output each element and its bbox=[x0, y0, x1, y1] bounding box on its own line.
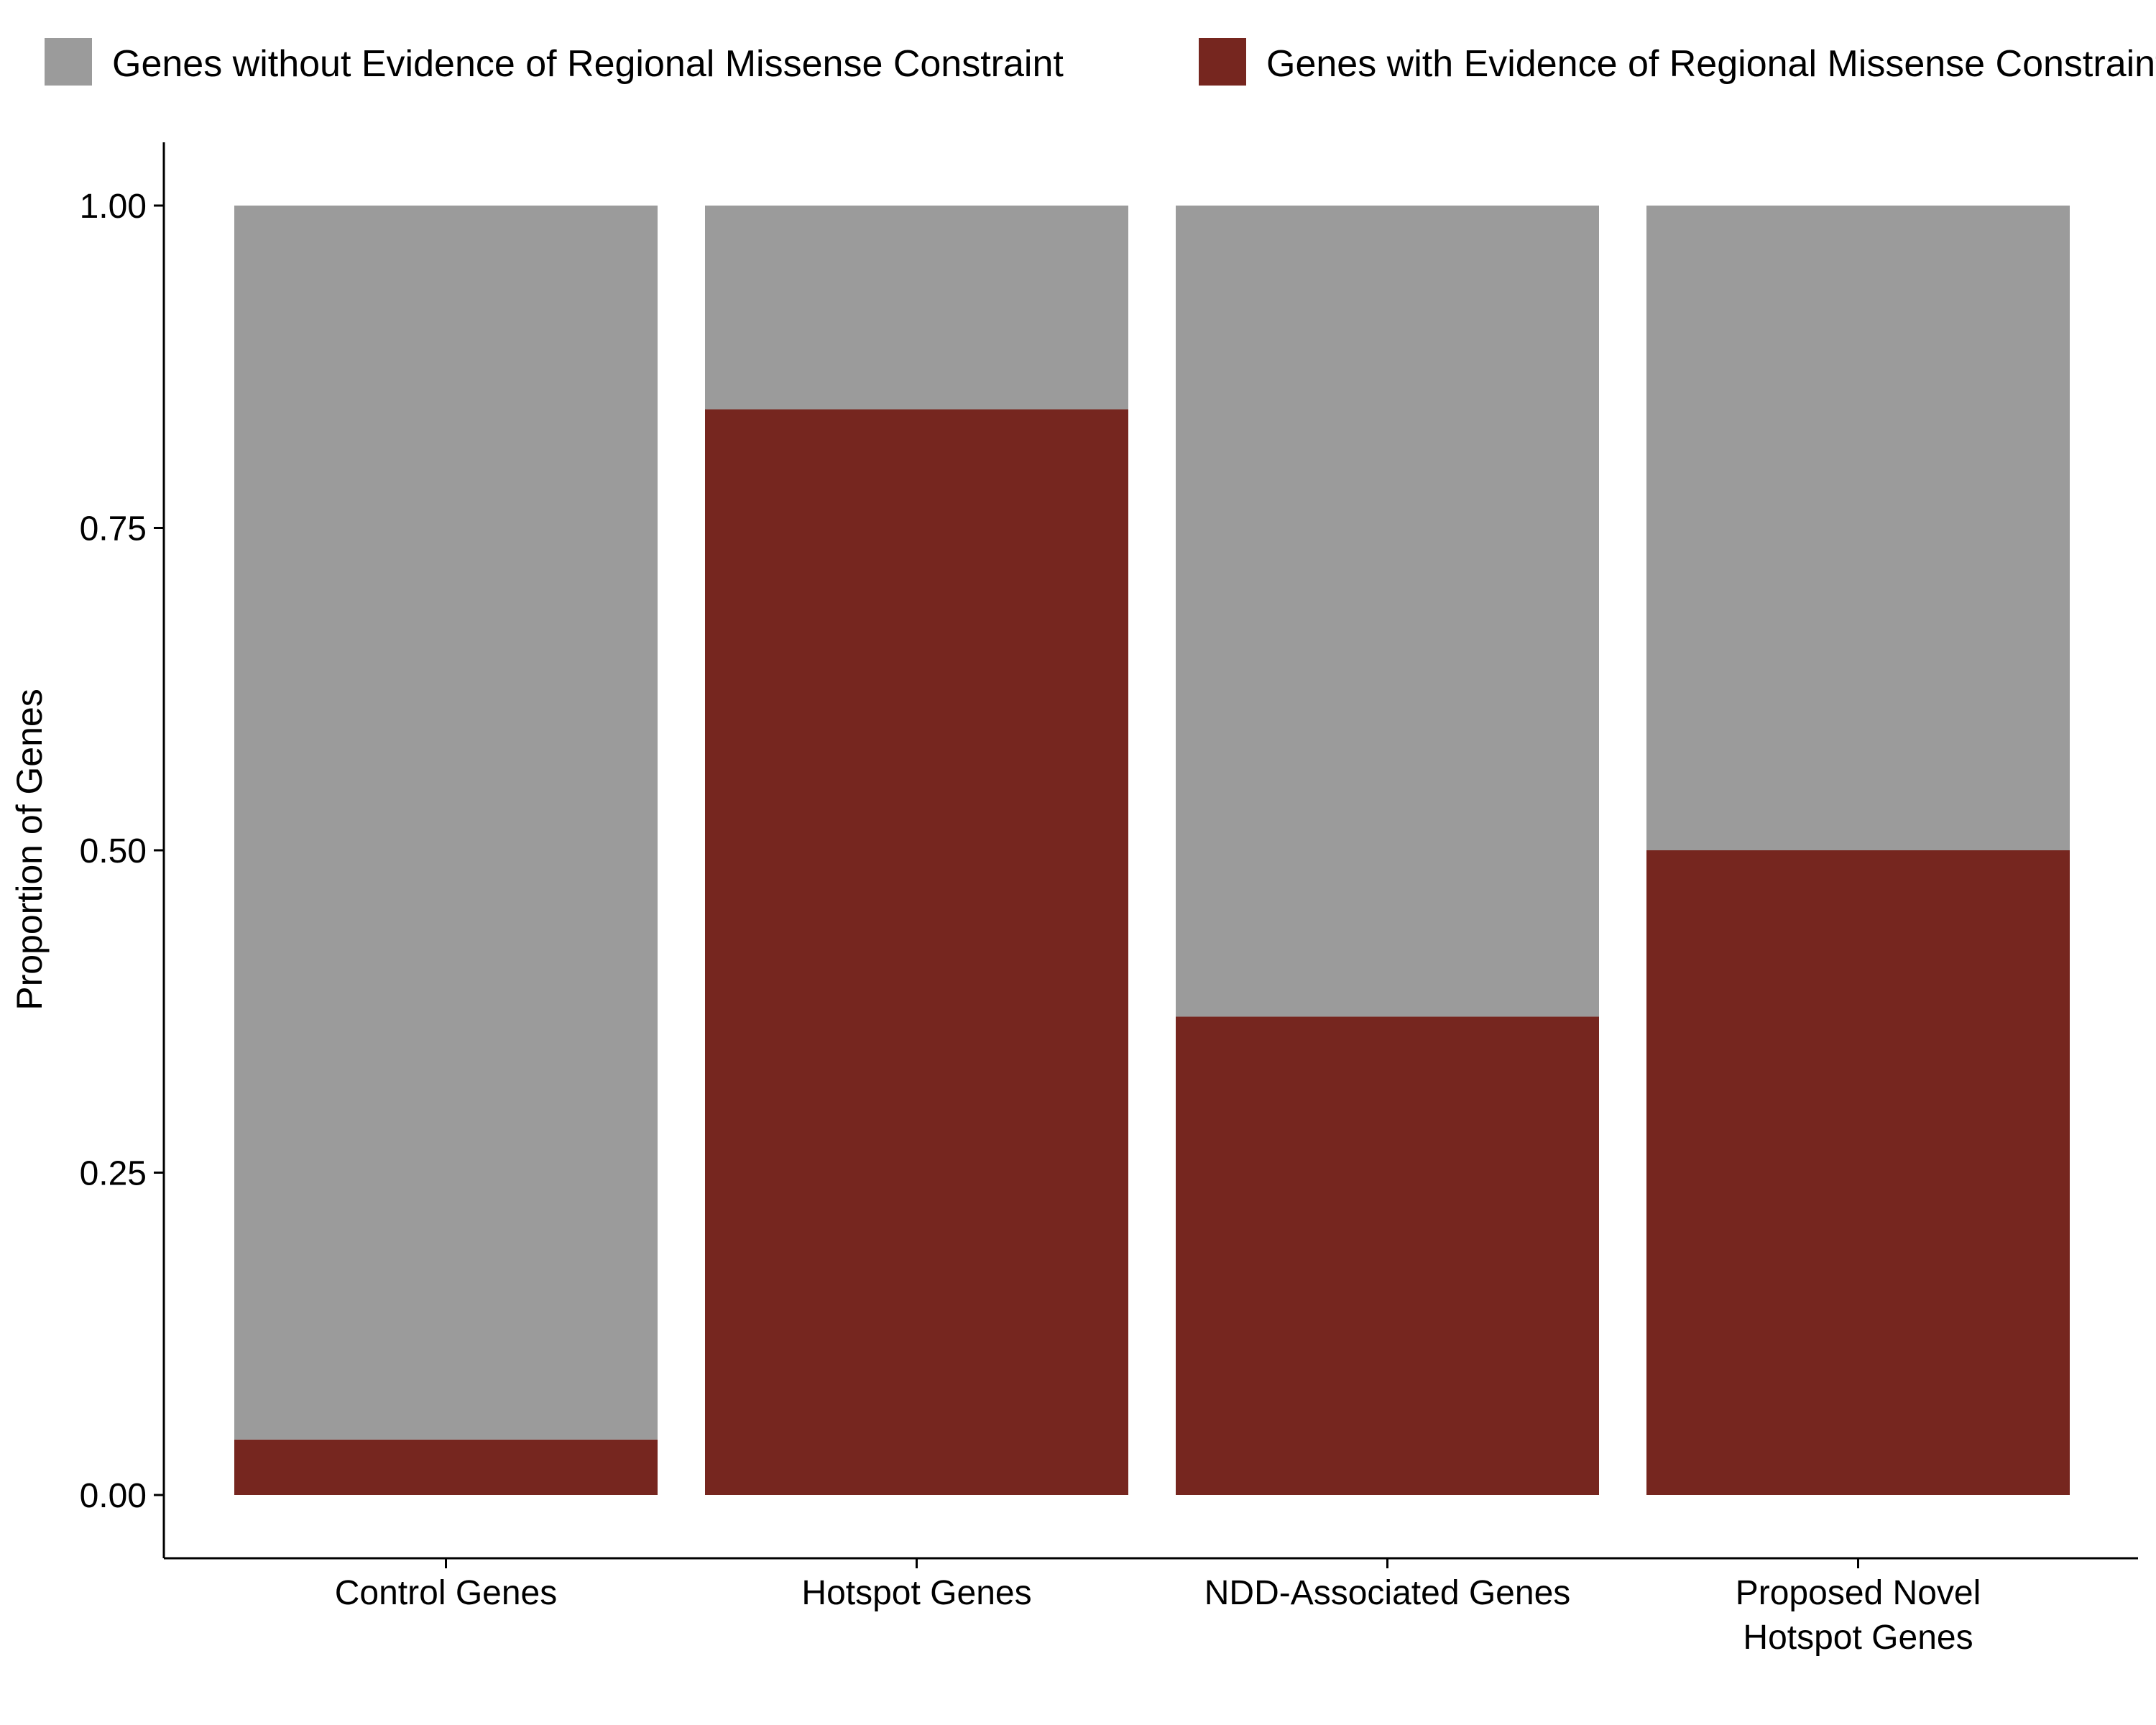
legend: Genes without Evidence of Regional Misse… bbox=[45, 38, 2156, 86]
legend-label-0: Genes without Evidence of Regional Misse… bbox=[112, 43, 1064, 85]
bar-without-constraint-1 bbox=[705, 206, 1128, 410]
bar-with-constraint-2 bbox=[1176, 1016, 1599, 1495]
y-tick-label-1: 0.25 bbox=[80, 1155, 147, 1193]
bar-without-constraint-2 bbox=[1176, 206, 1599, 1017]
legend-swatch-1 bbox=[1199, 38, 1246, 86]
x-tick-label-3-line-1: Hotspot Genes bbox=[1743, 1619, 1973, 1657]
y-tick-label-2: 0.50 bbox=[80, 832, 147, 870]
x-tick-label-1: Hotspot Genes bbox=[801, 1574, 1031, 1612]
legend-label-1: Genes with Evidence of Regional Missense… bbox=[1266, 43, 2156, 85]
legend-swatch-0 bbox=[45, 38, 92, 86]
x-tick-label-3-line-0: Proposed Novel bbox=[1736, 1574, 1981, 1612]
axes: 0.00 0.25 0.50 0.75 1.00 Control Genes Hotspot… bbox=[80, 142, 2138, 1657]
bar-with-constraint-3 bbox=[1646, 850, 2070, 1495]
x-tick-label-2: NDD-Associated Genes bbox=[1204, 1574, 1571, 1612]
y-tick-label-4: 1.00 bbox=[80, 188, 147, 226]
bar-without-constraint-3 bbox=[1646, 206, 2070, 850]
bar-without-constraint-0 bbox=[234, 206, 658, 1440]
bar-with-constraint-0 bbox=[234, 1439, 658, 1495]
bars bbox=[234, 206, 2070, 1495]
y-tick-label-3: 0.75 bbox=[80, 510, 147, 548]
bar-with-constraint-1 bbox=[705, 409, 1128, 1495]
y-tick-label-0: 0.00 bbox=[80, 1477, 147, 1515]
x-tick-label-0: Control Genes bbox=[335, 1574, 558, 1612]
y-axis-title: Proportion of Genes bbox=[9, 689, 50, 1011]
